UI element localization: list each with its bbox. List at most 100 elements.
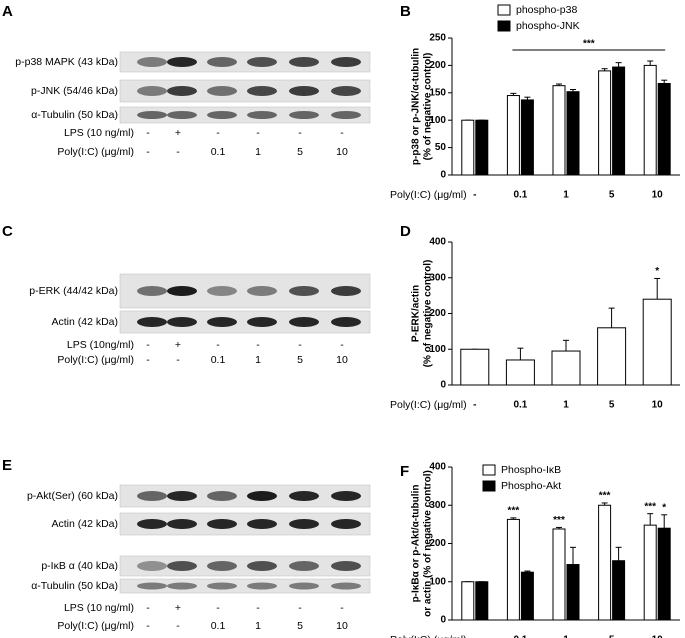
bar	[552, 528, 566, 621]
blot-band	[137, 491, 167, 501]
lane-label: -	[176, 620, 180, 632]
lane-label: 1	[255, 146, 261, 158]
y-axis-label: (% of negative control)	[423, 260, 434, 368]
blot-strip	[119, 79, 371, 103]
blot-strip	[119, 512, 371, 536]
lane-label: -	[340, 339, 344, 351]
panel-label: C	[2, 223, 13, 240]
blot-band	[207, 317, 237, 327]
blot-row-label: Actin (42 kDa)	[51, 316, 118, 328]
bar	[566, 564, 580, 621]
lane-label: 0.1	[211, 620, 226, 632]
significance-mark: *	[662, 502, 666, 513]
blot-band	[247, 582, 277, 590]
treatment-label: Poly(I:C) (μg/ml)	[57, 620, 134, 632]
lane-label: -	[298, 339, 302, 351]
y-axis-label: (% of negative control)	[423, 53, 434, 161]
panel-label: A	[2, 3, 13, 20]
blot-band	[137, 317, 167, 327]
x-tick-label: 5	[609, 190, 615, 201]
blot-band	[167, 561, 197, 571]
blot-strip	[119, 106, 371, 124]
panel-label: E	[2, 457, 12, 474]
lane-label: -	[216, 602, 220, 614]
y-tick-label: 200	[429, 60, 446, 71]
y-tick-label: 100	[429, 576, 446, 587]
blot-row-label: p-ERK (44/42 kDa)	[29, 285, 118, 297]
bar	[551, 350, 581, 386]
blot-band	[207, 286, 237, 296]
lane-label: -	[216, 127, 220, 139]
bar	[506, 95, 520, 176]
x-tick-label: 1	[563, 190, 569, 201]
x-tick-label: -	[473, 400, 476, 411]
blot-band	[247, 286, 277, 296]
blot-band	[167, 86, 197, 96]
lane-label: -	[146, 339, 150, 351]
bar	[642, 298, 672, 386]
lane-label: -	[216, 339, 220, 351]
blot-band	[331, 317, 361, 327]
blot-band	[167, 111, 197, 119]
bar	[520, 99, 534, 176]
x-tick-label: 1	[563, 400, 569, 411]
blot-band	[331, 111, 361, 119]
blot-strip	[119, 578, 371, 594]
blot-band	[331, 286, 361, 296]
lane-label: -	[298, 602, 302, 614]
significance-mark: ***	[644, 501, 656, 512]
blot-band	[137, 111, 167, 119]
blot-band	[289, 57, 319, 67]
blot-band	[247, 57, 277, 67]
lane-label: -	[146, 620, 150, 632]
bar	[657, 82, 671, 176]
blot-band	[289, 317, 319, 327]
x-tick-label: 0.1	[513, 635, 527, 638]
y-tick-label: 150	[429, 87, 446, 98]
blot-band	[289, 111, 319, 119]
y-tick-label: 0	[440, 380, 446, 391]
x-tick-label: 10	[652, 400, 664, 411]
lane-label: +	[175, 339, 181, 351]
blot-band	[167, 491, 197, 501]
blot-band	[137, 286, 167, 296]
blot-band	[331, 57, 361, 67]
bar	[460, 348, 490, 386]
legend-swatch	[482, 464, 496, 476]
panel-label: F	[400, 463, 409, 480]
blot-strip	[119, 51, 371, 73]
x-tick-label: 0.1	[513, 400, 527, 411]
y-axis-label: P-ERK/actin	[411, 285, 422, 342]
blot-band	[247, 561, 277, 571]
blot-band	[331, 519, 361, 529]
treatment-label: Poly(I:C) (μg/ml)	[57, 146, 134, 158]
blot-row-label: α-Tubulin (50 kDa)	[31, 109, 118, 121]
blot-band	[167, 582, 197, 590]
bar	[552, 85, 566, 176]
blot-band	[137, 519, 167, 529]
lane-label: -	[256, 127, 260, 139]
bar	[461, 581, 475, 621]
blot-band	[137, 57, 167, 67]
y-tick-label: 200	[429, 308, 446, 319]
blot-row-label: α-Tubulin (50 kDa)	[31, 580, 118, 592]
blot-band	[207, 519, 237, 529]
blot-band	[331, 582, 361, 590]
blot-band	[289, 86, 319, 96]
legend-label: Phospho-Akt	[501, 480, 561, 492]
blot-strip	[119, 555, 371, 577]
x-tick-label: 0.1	[513, 190, 527, 201]
lane-label: 0.1	[211, 146, 226, 158]
bar	[566, 91, 580, 176]
blot-band	[289, 519, 319, 529]
x-axis-label: Poly(I:C) (μg/ml)	[390, 399, 467, 411]
treatment-label: LPS (10 ng/ml)	[64, 602, 134, 614]
lane-label: -	[146, 602, 150, 614]
y-tick-label: 50	[435, 142, 447, 153]
lane-label: -	[176, 146, 180, 158]
bar	[597, 327, 627, 386]
lane-label: 10	[336, 620, 348, 632]
blot-band	[207, 491, 237, 501]
bar	[657, 527, 671, 621]
